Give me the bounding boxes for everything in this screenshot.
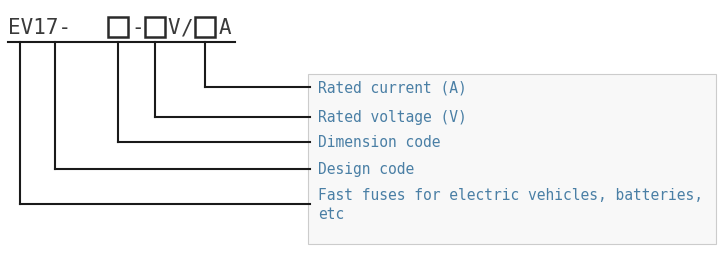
Text: Design code: Design code <box>318 162 415 177</box>
Text: V: V <box>167 18 180 38</box>
Text: /: / <box>181 18 194 38</box>
Bar <box>108 18 128 38</box>
Text: Dimension code: Dimension code <box>318 135 441 150</box>
Text: -: - <box>131 18 143 38</box>
Text: A: A <box>219 18 231 38</box>
Bar <box>145 18 165 38</box>
Text: EV17-: EV17- <box>8 18 71 38</box>
Text: Rated voltage (V): Rated voltage (V) <box>318 110 466 125</box>
Text: Fast fuses for electric vehicles, batteries,
etc: Fast fuses for electric vehicles, batter… <box>318 187 703 221</box>
Text: Rated current (A): Rated current (A) <box>318 80 466 95</box>
Bar <box>195 18 215 38</box>
Bar <box>308 75 716 244</box>
